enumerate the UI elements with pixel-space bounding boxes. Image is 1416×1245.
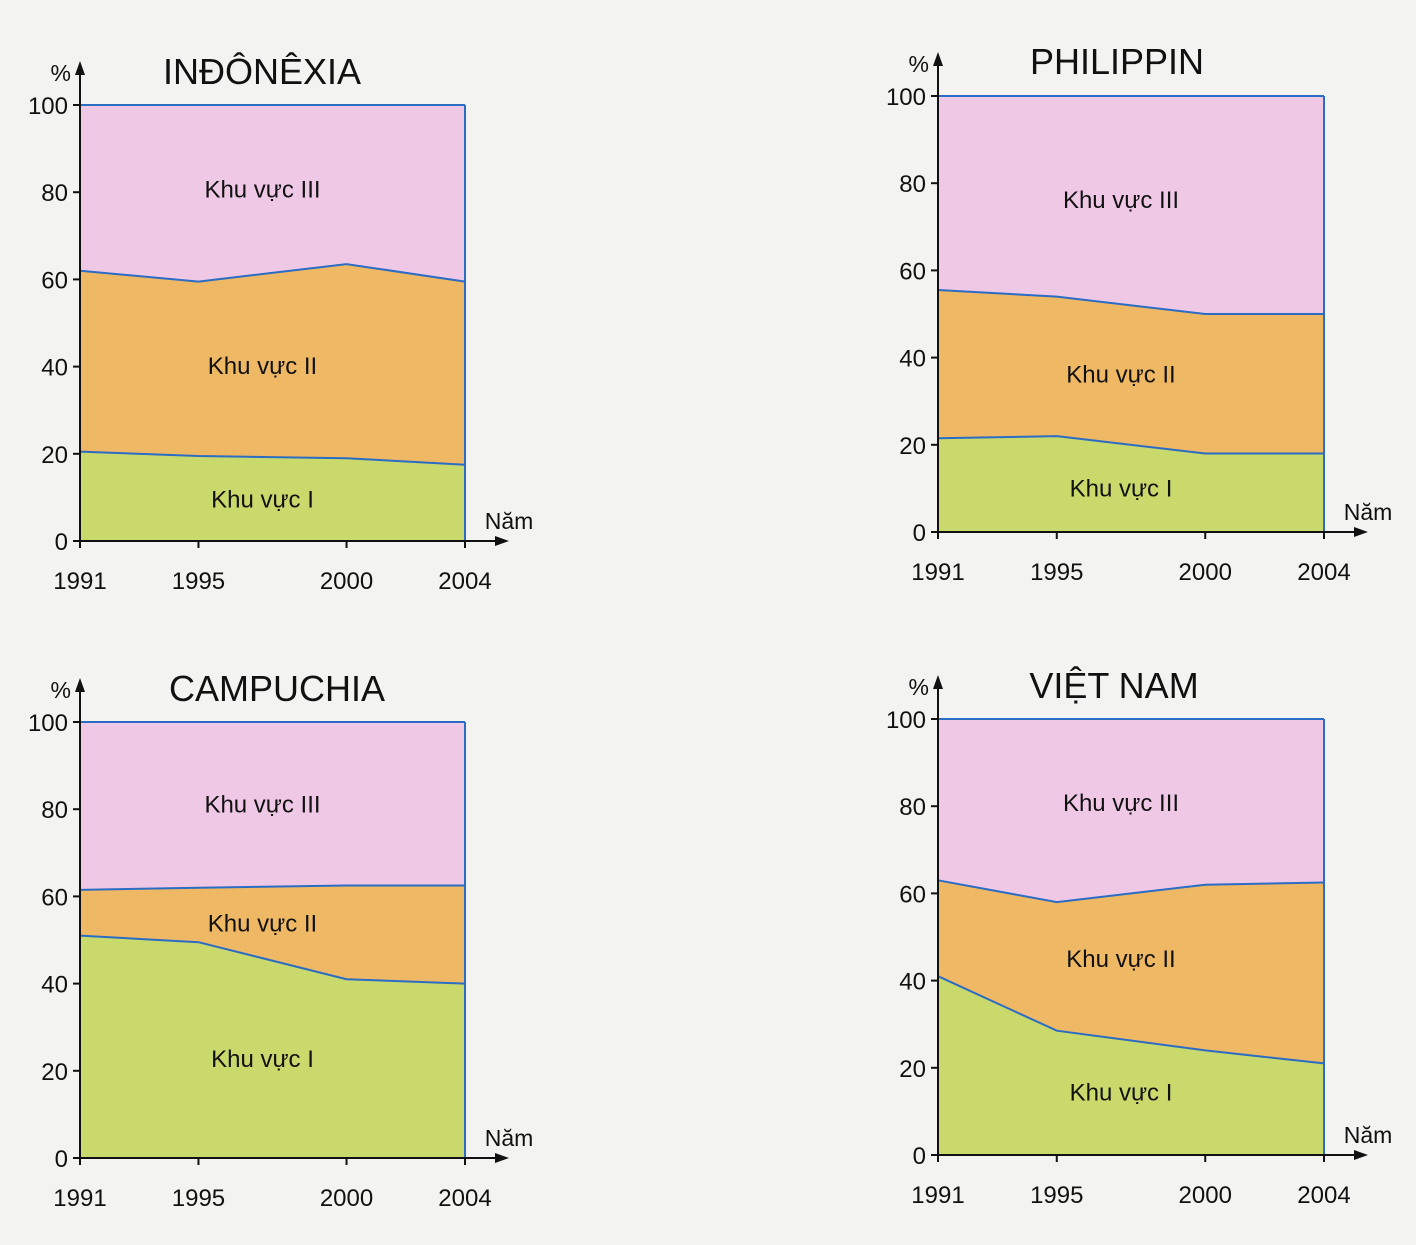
y-tick-label: 20 (41, 1059, 68, 1086)
x-tick-label: 1995 (172, 1185, 225, 1212)
x-tick-label: 2004 (1297, 559, 1350, 586)
series-line (79, 934, 466, 985)
x-tick-label: 2000 (1179, 1182, 1232, 1209)
band-label: Khu vực I (211, 486, 314, 513)
y-axis-label: % (909, 674, 929, 700)
y-axis-arrow (933, 675, 943, 689)
y-tick-label: 60 (899, 258, 926, 285)
series-line (79, 450, 466, 466)
band-label: Khu vực II (208, 353, 317, 380)
y-axis-label: % (51, 677, 71, 703)
y-tick-label: 0 (913, 1143, 926, 1170)
area-band (938, 719, 1324, 903)
x-axis-label: Năm (485, 1125, 534, 1151)
band-label: Khu vực III (204, 792, 320, 819)
band-label: Khu vực III (204, 177, 320, 204)
y-axis-label: % (909, 51, 929, 77)
chart-panel: Khu vực I Khu vực II Khu vực III 0 20 40 60 80 1… (28, 51, 533, 595)
band-label: Khu vực II (1066, 946, 1175, 973)
x-tick-label: 1991 (53, 1185, 106, 1212)
area-band (938, 96, 1324, 314)
x-tick-label: 2000 (320, 568, 373, 595)
y-tick-label: 20 (899, 1056, 926, 1083)
y-tick-label: 0 (913, 520, 926, 547)
chart-title: PHILIPPIN (1030, 41, 1204, 82)
y-tick-label: 40 (41, 355, 68, 382)
x-axis-label: Năm (1344, 1122, 1393, 1148)
series-line (79, 884, 465, 891)
x-axis-label: Năm (1344, 499, 1393, 525)
band-label: Khu vực II (208, 911, 317, 938)
x-axis-arrow (1354, 1150, 1368, 1160)
area-band (938, 436, 1324, 532)
area-band (80, 885, 465, 984)
y-tick-label: 20 (899, 433, 926, 460)
y-axis-label: % (51, 60, 71, 86)
y-axis-arrow (75, 61, 85, 75)
y-tick-label: 80 (899, 171, 926, 198)
x-tick-label: 1995 (172, 568, 225, 595)
chart-title: CAMPUCHIA (169, 668, 385, 709)
x-tick-label: 2004 (1297, 1182, 1350, 1209)
x-axis-arrow (1354, 527, 1368, 537)
y-tick-label: 60 (41, 267, 68, 294)
x-tick-label: 1991 (911, 1182, 964, 1209)
band-label: Khu vực III (1063, 187, 1179, 214)
chart-panel: Khu vực I Khu vực II Khu vực III 0 20 40 60 80 1… (886, 41, 1392, 586)
area-band (80, 451, 465, 541)
area-band (80, 105, 465, 282)
area-band (938, 290, 1324, 454)
y-axis-arrow (933, 52, 943, 66)
x-tick-label: 2000 (320, 1185, 373, 1212)
series-line (937, 879, 1325, 904)
y-tick-label: 40 (899, 969, 926, 996)
chart-title: INĐÔNÊXIA (163, 51, 361, 92)
y-tick-label: 100 (28, 93, 68, 120)
y-tick-label: 60 (41, 884, 68, 911)
area-band (80, 722, 465, 890)
y-tick-label: 0 (55, 1146, 68, 1173)
series-line (937, 289, 1324, 315)
y-tick-label: 0 (55, 529, 68, 556)
band-label: Khu vực II (1066, 361, 1175, 388)
series-line (937, 975, 1325, 1065)
x-tick-label: 1995 (1030, 559, 1083, 586)
x-tick-label: 2004 (438, 568, 491, 595)
x-tick-label: 2004 (438, 1185, 491, 1212)
area-band (80, 264, 465, 465)
x-tick-label: 1991 (53, 568, 106, 595)
x-axis-arrow (495, 536, 509, 546)
y-tick-label: 80 (41, 797, 68, 824)
x-axis-arrow (495, 1153, 509, 1163)
y-tick-label: 40 (41, 972, 68, 999)
chart-panel: Khu vực I Khu vực II Khu vực III 0 20 40 60 80 1… (28, 668, 533, 1212)
series-line (79, 263, 466, 283)
y-tick-label: 100 (886, 707, 926, 734)
y-tick-label: 80 (41, 180, 68, 207)
y-tick-label: 80 (899, 794, 926, 821)
chart-panel: Khu vực I Khu vực II Khu vực III 0 20 40 60 80 1… (886, 665, 1392, 1209)
band-label: Khu vực I (211, 1046, 314, 1073)
chart-title: VIỆT NAM (1029, 665, 1198, 706)
x-tick-label: 2000 (1179, 559, 1232, 586)
x-axis-label: Năm (485, 508, 534, 534)
y-tick-label: 100 (886, 84, 926, 111)
x-tick-label: 1991 (911, 559, 964, 586)
y-tick-label: 20 (41, 442, 68, 469)
y-axis-arrow (75, 678, 85, 692)
x-tick-label: 1995 (1030, 1182, 1083, 1209)
area-band (938, 880, 1324, 1064)
band-label: Khu vực III (1063, 790, 1179, 817)
y-tick-label: 100 (28, 710, 68, 737)
series-line (937, 435, 1324, 455)
band-label: Khu vực I (1070, 476, 1173, 503)
y-tick-label: 60 (899, 881, 926, 908)
area-band (80, 935, 465, 1158)
y-tick-label: 40 (899, 346, 926, 373)
band-label: Khu vực I (1070, 1080, 1173, 1107)
